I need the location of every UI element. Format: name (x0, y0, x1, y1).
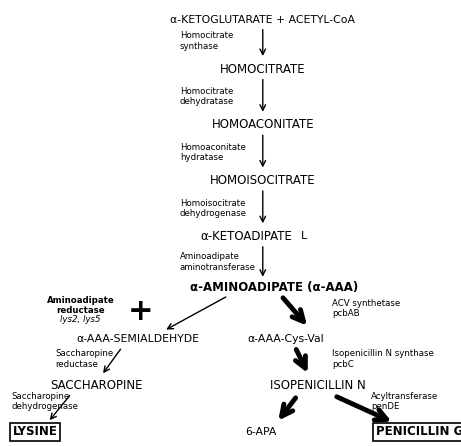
Text: lys2, lys5: lys2, lys5 (60, 315, 101, 324)
Text: α-KETOADIPATE: α-KETOADIPATE (201, 230, 293, 243)
Text: α-KETOGLUTARATE + ACETYL-CoA: α-KETOGLUTARATE + ACETYL-CoA (170, 15, 355, 25)
Text: 6-APA: 6-APA (245, 427, 276, 437)
Text: ACV synthetase
pcbAB: ACV synthetase pcbAB (332, 299, 400, 318)
Text: L: L (301, 231, 307, 241)
Text: Homoisocitrate
dehydrogenase: Homoisocitrate dehydrogenase (180, 198, 247, 218)
Text: HOMOCITRATE: HOMOCITRATE (220, 62, 306, 76)
Text: SACCHAROPINE: SACCHAROPINE (51, 379, 143, 392)
Text: Aminoadipate
reductase: Aminoadipate reductase (47, 296, 114, 315)
Text: α-AAA-SEMIALDEHYDE: α-AAA-SEMIALDEHYDE (77, 334, 200, 344)
Text: Saccharopine
dehydrogenase: Saccharopine dehydrogenase (12, 392, 78, 411)
Text: ISOPENICILLIN N: ISOPENICILLIN N (270, 379, 366, 392)
Text: Isopenicillin N synthase
pcbC: Isopenicillin N synthase pcbC (332, 349, 434, 369)
Text: Aminoadipate
aminotransferase: Aminoadipate aminotransferase (180, 252, 256, 272)
Text: α-AAA-Cys-Val: α-AAA-Cys-Val (248, 334, 324, 344)
Text: Homocitrate
dehydratase: Homocitrate dehydratase (180, 87, 234, 107)
Text: +: + (128, 297, 154, 326)
Text: Homoaconitate
hydratase: Homoaconitate hydratase (180, 143, 246, 162)
Text: HOMOACONITATE: HOMOACONITATE (212, 118, 314, 132)
Text: LYSINE: LYSINE (12, 425, 58, 438)
Text: α-AMINOADIPATE (α-AAA): α-AMINOADIPATE (α-AAA) (190, 281, 358, 294)
Text: Acyltransferase
penDE: Acyltransferase penDE (371, 392, 438, 411)
Text: Homocitrate
synthase: Homocitrate synthase (180, 31, 233, 51)
Text: PENICILLIN G: PENICILLIN G (376, 425, 461, 438)
Text: Saccharopine
reductase: Saccharopine reductase (55, 349, 113, 369)
Text: HOMOISOCITRATE: HOMOISOCITRATE (210, 174, 316, 187)
